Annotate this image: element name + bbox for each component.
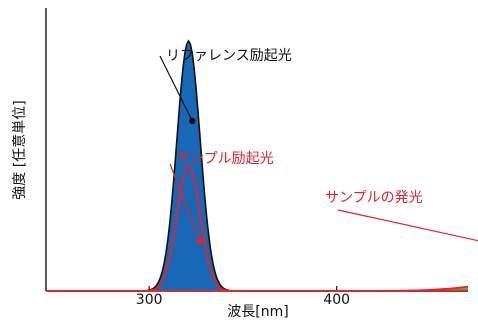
annotation-label: サンプルの発光 [325, 190, 423, 206]
y-axis-label: 強度 [任意単位] [11, 100, 28, 199]
series-line-1 [46, 164, 468, 292]
x-axis-label: 波長[nm] [227, 304, 288, 320]
annotation-dot [189, 117, 196, 125]
x-tick-group: 300400500600700 [136, 286, 350, 308]
annotation-leader [159, 55, 193, 122]
x-tick-label: 400 [323, 292, 350, 308]
annotation-leader [337, 209, 478, 242]
annotation-dot [196, 237, 203, 245]
annotation-label: リファレンス励起光 [166, 48, 292, 64]
annotation-leader [169, 163, 201, 242]
annotation-label: サンプル励起光 [176, 151, 274, 167]
curve-group [46, 39, 469, 292]
series-line-2 [46, 285, 469, 292]
x-tick-label: 300 [136, 292, 163, 308]
